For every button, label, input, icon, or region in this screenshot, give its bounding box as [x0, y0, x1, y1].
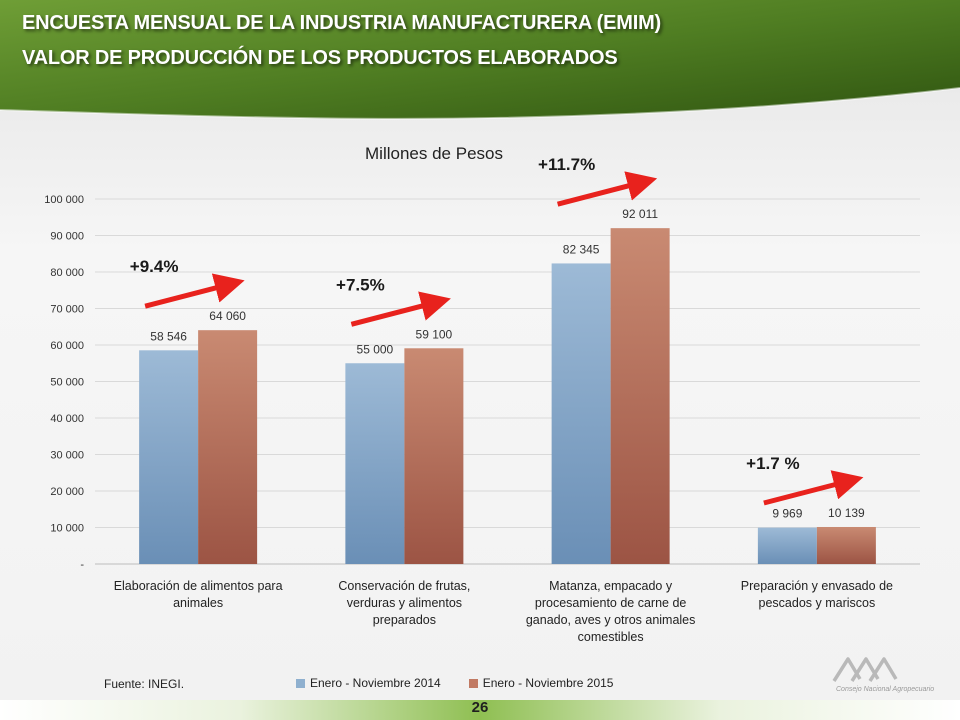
category-label-line: preparados — [373, 613, 436, 627]
category-label-line: comestibles — [578, 630, 644, 644]
y-tick-label: 30 000 — [50, 450, 84, 462]
y-tick-label: 40 000 — [50, 413, 84, 425]
category-label-line: Preparación y envasado de — [741, 579, 893, 593]
source-note: Fuente: INEGI. — [104, 677, 185, 691]
bar-2014 — [139, 350, 199, 564]
legend-item-2015: Enero - Noviembre 2015 — [468, 676, 614, 690]
slide-title-line1: ENCUESTA MENSUAL DE LA INDUSTRIA MANUFAC… — [22, 12, 662, 34]
growth-label: +9.4% — [130, 257, 179, 276]
bar-value-label: 58 546 — [150, 329, 187, 343]
growth-label: +7.5% — [336, 275, 385, 294]
y-tick-label: - — [80, 559, 84, 571]
category-label-line: ganado, aves y otros animales — [526, 613, 696, 627]
bar-2015 — [816, 526, 876, 564]
category-label-line: Matanza, empacado y — [549, 579, 673, 593]
bar-value-label: 82 345 — [563, 242, 600, 256]
category-label-line: procesamiento de carne de — [535, 596, 687, 610]
y-tick-label: 90 000 — [50, 231, 84, 243]
growth-label: +1.7 % — [746, 454, 799, 473]
y-tick-label: 20 000 — [50, 486, 84, 498]
category-label-line: animales — [173, 596, 223, 610]
growth-arrow — [763, 470, 864, 506]
category-label: Elaboración de alimentos para animales — [114, 579, 283, 610]
bar-value-label: 9 969 — [772, 507, 802, 521]
y-tick-label: 80 000 — [50, 267, 84, 279]
y-tick-label: 60 000 — [50, 340, 84, 352]
growth-label: +11.7% — [538, 155, 595, 174]
category-label-line: pescados y mariscos — [759, 596, 876, 610]
bar-value-label: 10 139 — [828, 506, 865, 520]
y-tick-label: 50 000 — [50, 377, 84, 389]
y-tick-label: 100 000 — [44, 194, 84, 206]
bar-value-label: 55 000 — [357, 342, 394, 356]
legend-label-2015: Enero - Noviembre 2015 — [482, 676, 614, 690]
bar-2015 — [404, 348, 464, 564]
category-label: Matanza, empacado y procesamiento de carn… — [526, 579, 696, 644]
bar-value-label: 59 100 — [416, 327, 453, 341]
bar-2015 — [610, 228, 670, 564]
page-number: 26 — [471, 699, 489, 716]
bar-value-label: 64 060 — [209, 309, 246, 323]
bar-value-label: 92 011 — [622, 207, 658, 221]
growth-arrow — [350, 291, 451, 327]
bar-2014 — [551, 263, 611, 564]
category-label-line: verduras y alimentos — [347, 596, 462, 610]
bar-2014 — [757, 527, 817, 564]
category-label-line: Elaboración de alimentos para — [114, 579, 283, 593]
cna-logo: Consejo Nacional Agropecuario — [832, 657, 934, 693]
chart-title: Millones de Pesos — [365, 144, 503, 163]
category-label: Preparación y envasado de pescados y mari… — [741, 579, 893, 610]
header-banner — [0, 0, 960, 120]
legend-label-2014: Enero - Noviembre 2014 — [310, 676, 441, 690]
footer-bar — [0, 700, 960, 720]
legend-item-2014: Enero - Noviembre 2014 — [296, 676, 441, 690]
category-label-line: Conservación de frutas, — [338, 579, 470, 593]
y-tick-label: 10 000 — [50, 523, 84, 535]
category-label: Conservación de frutas, verduras y alimen… — [338, 579, 470, 627]
growth-arrow — [144, 273, 245, 309]
legend-swatch-2015 — [468, 678, 478, 688]
slide-title-line2: VALOR DE PRODUCCIÓN DE LOS PRODUCTOS ELA… — [22, 47, 618, 69]
growth-arrow — [556, 171, 658, 207]
y-tick-label: 70 000 — [50, 304, 84, 316]
bar-2014 — [345, 363, 405, 564]
bar-2015 — [198, 330, 258, 564]
legend-swatch-2014 — [296, 678, 305, 688]
chart-legend: Enero - Noviembre 2014 Enero - Noviembre… — [296, 676, 613, 690]
logo-text: Consejo Nacional Agropecuario — [836, 686, 934, 693]
